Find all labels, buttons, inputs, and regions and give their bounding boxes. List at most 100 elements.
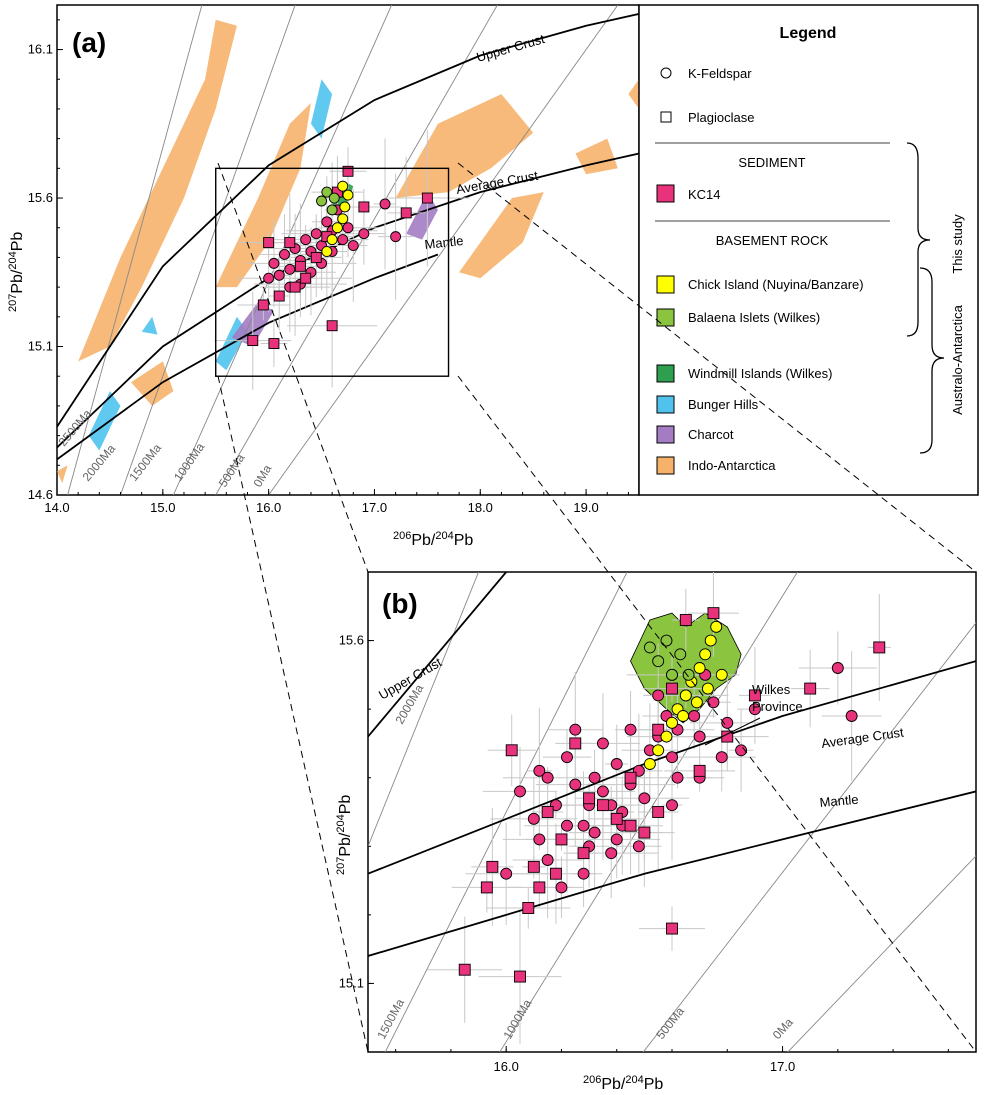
data-point-circle bbox=[660, 634, 673, 647]
data-point-circle bbox=[666, 668, 678, 681]
data-point-circle bbox=[624, 723, 637, 736]
panel-b-xlabel-text2: Pb bbox=[644, 1076, 664, 1093]
legend-australo-antarctica: Australo-Antarctica bbox=[950, 304, 965, 415]
panel-b-xlabel-sup: 206 bbox=[583, 1074, 601, 1086]
region-bunger-hills bbox=[141, 316, 158, 335]
data-point-circle bbox=[569, 778, 582, 791]
data-point-circle bbox=[674, 648, 687, 661]
connector-bottom-right bbox=[457, 375, 977, 1053]
region-indo-antarctica bbox=[459, 192, 544, 279]
data-point-circle bbox=[596, 737, 609, 750]
panel-b: 16.0 17.0 15.1 15.6 (b) Wilkes Province 206… bbox=[335, 571, 977, 1093]
data-point-circle bbox=[610, 833, 623, 846]
data-point-square bbox=[247, 335, 259, 347]
x-tick-label: 18.0 bbox=[468, 500, 493, 515]
data-point-circle bbox=[701, 682, 714, 695]
panel-a-ticks: 14.0 15.0 16.0 17.0 18.0 19.0 14.6 15.1 15.6 16.1 bbox=[28, 19, 629, 515]
region-indo-antarctica bbox=[628, 79, 639, 109]
isochron-label: 500Ma bbox=[216, 451, 248, 490]
panel-b-ylabel-sup2: 204 bbox=[335, 814, 347, 832]
data-point-circle bbox=[632, 840, 645, 853]
data-point-circle bbox=[652, 744, 665, 757]
data-point-circle bbox=[273, 269, 285, 281]
data-point-square bbox=[358, 201, 370, 213]
data-point-square bbox=[300, 272, 312, 284]
data-point-circle bbox=[561, 751, 573, 764]
x-tick-label: 19.0 bbox=[573, 500, 598, 515]
panel-a-xlabel-text2: Pb bbox=[454, 532, 474, 549]
data-point-circle bbox=[845, 710, 858, 722]
data-point-circle bbox=[533, 833, 546, 846]
data-point-circle bbox=[342, 189, 354, 201]
legend-item-label: Indo-Antarctica bbox=[688, 458, 776, 473]
data-point-circle bbox=[337, 234, 349, 246]
data-point-circle bbox=[321, 186, 333, 198]
data-point-square bbox=[310, 251, 322, 263]
legend-basement-header: BASEMENT ROCK bbox=[716, 233, 829, 248]
data-point-circle bbox=[831, 662, 844, 674]
data-point-square bbox=[342, 165, 354, 177]
data-point-circle bbox=[328, 192, 340, 204]
data-point-square bbox=[577, 847, 590, 860]
y-tick-label: 14.6 bbox=[28, 487, 53, 502]
data-point-circle bbox=[610, 758, 623, 770]
data-point-circle bbox=[643, 758, 656, 770]
panel-a-points bbox=[247, 165, 433, 349]
data-point-circle bbox=[682, 668, 695, 681]
data-point-circle bbox=[342, 222, 354, 234]
kc14-swatch bbox=[656, 184, 675, 203]
region-indo-antarctica bbox=[215, 103, 311, 288]
data-point-square bbox=[263, 237, 275, 249]
data-point-square bbox=[541, 806, 554, 818]
legend-sediment-header: SEDIMENT bbox=[738, 155, 805, 170]
data-point-circle bbox=[337, 213, 349, 225]
panel-a: 14.0 15.0 16.0 17.0 18.0 19.0 14.6 15.1 15.6 16.1… bbox=[7, 4, 640, 549]
curve-label: Mantle bbox=[819, 792, 859, 810]
region-indo-antarctica bbox=[395, 94, 534, 198]
data-point-circle bbox=[321, 216, 333, 228]
data-point-circle bbox=[569, 723, 582, 736]
legend-frame bbox=[638, 4, 979, 496]
data-point-square bbox=[624, 771, 637, 784]
x-tick-label: 17.0 bbox=[362, 500, 387, 515]
x-tick-label: 17.0 bbox=[770, 1059, 795, 1074]
data-point-circle bbox=[337, 180, 349, 192]
isochron-label: 1000Ma bbox=[171, 440, 208, 484]
legend-item-label: Chick Island (Nuyina/Banzare) bbox=[688, 277, 864, 292]
data-point-square bbox=[596, 799, 609, 812]
data-point-square bbox=[555, 833, 568, 846]
data-point-circle bbox=[316, 195, 327, 207]
data-point-square bbox=[666, 922, 678, 935]
data-point-circle bbox=[514, 785, 526, 798]
isochron-line bbox=[172, 5, 393, 495]
region-indo-antarctica bbox=[57, 465, 68, 484]
data-point-square bbox=[326, 320, 338, 332]
panel-a-isochrons bbox=[67, 5, 619, 495]
data-point-square bbox=[652, 806, 665, 818]
data-point-circle bbox=[704, 634, 717, 647]
data-point-square bbox=[458, 963, 471, 976]
legend-swatch bbox=[656, 275, 675, 294]
data-point-circle bbox=[300, 234, 312, 246]
data-point-square bbox=[527, 860, 540, 873]
data-point-circle bbox=[358, 228, 370, 240]
connector-bottom-left bbox=[217, 375, 369, 1053]
data-point-square bbox=[533, 881, 546, 894]
panel-a-label: (a) bbox=[72, 27, 106, 58]
growth-curve bbox=[368, 572, 508, 738]
data-point-circle bbox=[666, 751, 678, 764]
connector-top-left bbox=[217, 162, 369, 573]
data-point-circle bbox=[310, 228, 322, 240]
region-indo-antarctica bbox=[575, 138, 618, 175]
panel-b-xlabel-text: Pb/ bbox=[601, 1076, 626, 1093]
panel-b-ylabel: 207Pb/204Pb bbox=[335, 795, 354, 875]
data-point-circle bbox=[596, 785, 609, 798]
data-point-circle bbox=[688, 710, 701, 722]
region-charcot bbox=[406, 192, 438, 240]
data-point-circle bbox=[660, 730, 673, 743]
data-point-square bbox=[748, 689, 761, 702]
data-point-circle bbox=[735, 744, 748, 757]
australo-antarctica-brace bbox=[919, 267, 945, 454]
legend-kfeldspar: K-Feldspar bbox=[688, 66, 752, 81]
